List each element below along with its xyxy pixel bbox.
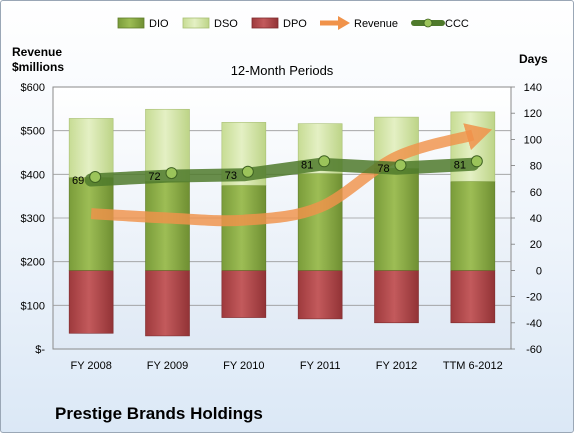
ccc-data-label: 72 [148,171,160,183]
left-tick-label: $500 [21,126,45,138]
ccc-data-label: 81 [454,159,466,171]
dio-bar [450,181,496,271]
x-axis: FY 2008 FY 2009 FY 2010 FY 2011 FY 2012 TTM 6… [70,360,502,372]
x-tick-label: FY 2012 [376,360,417,372]
left-tick-label: $400 [21,169,45,181]
legend-ccc-marker [423,18,433,28]
dpo-bar [68,270,114,334]
left-tick-label: $- [35,344,45,356]
dpo-bar [374,270,419,324]
right-tick-label: 60 [530,187,542,199]
right-tick-label: 20 [530,239,542,251]
right-axis: -60 -40 -20 0 20 40 60 80 100 120 140 [511,82,542,356]
left-axis-title-line1: Revenue [12,45,62,59]
bars [68,108,496,337]
left-tick-label: $100 [21,300,45,312]
ccc-point [470,155,483,168]
company-name: Prestige Brands Holdings [55,404,263,423]
legend-arrow-head [338,16,350,30]
left-tick-label: $300 [21,213,45,225]
revenue-line [90,123,493,227]
right-tick-label: 120 [524,108,542,120]
dpo-bar [221,270,267,318]
legend-swatch-dso [182,17,210,29]
dio-bar [221,184,267,271]
chart-title: 12-Month Periods [231,63,334,78]
right-tick-label: -40 [526,318,542,330]
right-tick-label: 140 [524,82,542,94]
ccc-data-label: 78 [377,163,389,175]
dio-bar [145,181,190,271]
right-tick-label: 0 [536,265,542,277]
left-axis-title-line2: $millions [12,60,64,74]
legend: DIO DSO DPO Revenue CCC [117,16,469,30]
legend-label-dpo: DPO [283,18,307,30]
ccc-point [165,167,178,180]
left-tick-label: $200 [21,257,45,269]
x-tick-label: TTM 6-2012 [443,360,503,372]
dio-bar [68,177,114,271]
dpo-bar [145,270,190,337]
dso-bar [68,118,114,178]
right-axis-title: Days [519,52,548,66]
left-tick-label: $600 [21,82,45,94]
ccc-data-label: 73 [225,170,237,182]
ccc-data-label: 81 [301,159,313,171]
ccc-point [318,155,331,168]
revenue-series [90,123,493,227]
right-tick-label: -20 [526,292,542,304]
dpo-bar [450,270,496,324]
ccc-line [84,157,480,187]
right-tick-label: 40 [530,213,542,225]
legend-swatch-dio [117,17,145,29]
dpo-bar [297,270,343,320]
right-tick-label: -60 [526,344,542,356]
ccc-point [394,159,407,172]
right-tick-label: 100 [524,134,542,146]
legend-label-dio: DIO [149,18,169,30]
x-tick-label: FY 2009 [147,360,188,372]
x-tick-label: FY 2011 [300,360,341,372]
legend-swatch-dpo [251,17,279,29]
dio-bar [297,173,343,271]
legend-label-dso: DSO [214,18,238,30]
ccc-series: 69 72 73 81 78 81 [72,155,483,187]
x-tick-label: FY 2008 [70,360,111,372]
ccc-point [89,171,102,184]
right-tick-label: 80 [530,161,542,173]
ccc-data-label: 69 [72,175,84,187]
ccc-point [241,165,254,178]
x-tick-label: FY 2010 [223,360,264,372]
legend-label-revenue: Revenue [354,18,398,30]
left-axis: $- $100 $200 $300 $400 $500 $600 [21,82,46,356]
legend-label-ccc: CCC [445,18,469,30]
dio-bar [374,167,419,271]
